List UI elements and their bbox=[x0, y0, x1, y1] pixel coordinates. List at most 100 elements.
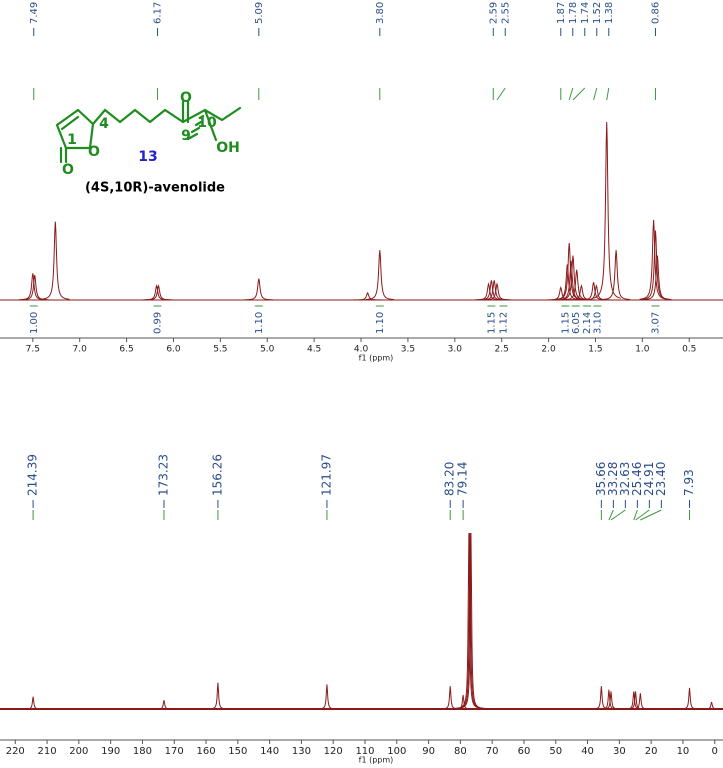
peak bbox=[697, 701, 723, 710]
x-axis-label: f1 (ppm) bbox=[359, 354, 394, 363]
x-tick-label: 7.0 bbox=[73, 345, 88, 355]
peak-label: 6.17 bbox=[153, 2, 164, 24]
x-tick-label: 30 bbox=[613, 746, 626, 757]
atom-label: OH bbox=[216, 140, 240, 156]
label-connector bbox=[633, 509, 638, 521]
x-tick-label: 110 bbox=[355, 746, 374, 757]
peak-label: 3.80 bbox=[375, 2, 386, 24]
x-tick-label: 90 bbox=[422, 746, 435, 757]
peak bbox=[20, 274, 49, 301]
label-connector bbox=[568, 87, 574, 101]
compound-number: 13 bbox=[138, 149, 157, 165]
label-connector bbox=[572, 87, 586, 101]
x-tick-label: 1.0 bbox=[635, 345, 650, 355]
peak-label: 1.52 bbox=[592, 2, 603, 24]
peak bbox=[19, 696, 48, 710]
integral-label: 1.12 bbox=[499, 312, 510, 334]
peak-label: 35.66 bbox=[594, 462, 608, 496]
bond bbox=[59, 146, 68, 164]
peak bbox=[353, 291, 382, 301]
peak bbox=[592, 121, 621, 299]
x-tick-label: 2.0 bbox=[541, 345, 556, 355]
integral-label: 0.99 bbox=[153, 312, 164, 334]
peak bbox=[626, 693, 655, 710]
peak bbox=[449, 694, 478, 710]
peak bbox=[41, 221, 70, 300]
x-tick-label: 2.5 bbox=[495, 345, 509, 355]
x-tick-label: 4.0 bbox=[354, 345, 369, 355]
x-tick-label: 5.5 bbox=[213, 345, 227, 355]
x-tick-label: 140 bbox=[260, 746, 279, 757]
peak-label: 1.38 bbox=[604, 2, 615, 24]
bond bbox=[181, 100, 190, 124]
x-tick-label: 160 bbox=[196, 746, 215, 757]
integral-label: 1.15 bbox=[560, 312, 571, 334]
peak-label: 1.87 bbox=[556, 2, 567, 24]
x-tick-label: 200 bbox=[69, 746, 88, 757]
peak bbox=[639, 219, 668, 300]
label-connector bbox=[635, 509, 650, 521]
x-tick-label: 120 bbox=[324, 746, 343, 757]
peak bbox=[582, 284, 611, 301]
x-tick-label: 40 bbox=[581, 746, 594, 757]
peak-label: 0.86 bbox=[650, 2, 661, 24]
x-tick-label: 20 bbox=[645, 746, 658, 757]
x-tick-label: 210 bbox=[38, 746, 57, 757]
x-tick-label: 0.5 bbox=[682, 345, 696, 355]
atom-label: O bbox=[180, 90, 192, 106]
integral-label: 6.05 bbox=[571, 312, 582, 334]
peak-label: 7.93 bbox=[682, 469, 696, 496]
peak bbox=[203, 682, 232, 710]
peak-label: 1.74 bbox=[580, 2, 591, 24]
x-tick-label: 50 bbox=[549, 746, 562, 757]
x-tick-label: 0 bbox=[712, 746, 718, 757]
peak bbox=[144, 284, 173, 301]
bond bbox=[91, 106, 242, 126]
peak bbox=[675, 687, 704, 710]
atom-label: O bbox=[62, 162, 74, 178]
peak-label: 7.49 bbox=[29, 2, 40, 24]
structure: 4 1 O O 9 10 O OH 13 (4S,10R)-avenolide bbox=[55, 90, 242, 196]
x-tick-label: 130 bbox=[292, 746, 311, 757]
bond bbox=[60, 115, 80, 131]
x-tick-label: 60 bbox=[518, 746, 531, 757]
peak-label: 23.40 bbox=[654, 462, 668, 496]
peak-label: 24.91 bbox=[642, 462, 656, 496]
peak-label: 2.59 bbox=[488, 2, 499, 24]
x-tick-label: 170 bbox=[165, 746, 184, 757]
peak-label: 83.20 bbox=[443, 462, 457, 496]
peak bbox=[149, 700, 178, 710]
x-tick-label: 80 bbox=[454, 746, 467, 757]
x-tick-label: 100 bbox=[387, 746, 406, 757]
peak bbox=[365, 250, 394, 301]
x-tick-label: 3.0 bbox=[448, 345, 463, 355]
peak-label: 1.78 bbox=[568, 2, 579, 24]
peak bbox=[436, 686, 465, 710]
peak bbox=[602, 250, 631, 301]
peak-label: 156.26 bbox=[210, 454, 224, 496]
atom-label: 10 bbox=[197, 115, 217, 131]
peak bbox=[18, 273, 47, 301]
x-tick-label: 150 bbox=[228, 746, 247, 757]
label-connector bbox=[496, 87, 506, 101]
label-connector bbox=[593, 87, 598, 101]
atom-label: 1 bbox=[67, 132, 77, 148]
x-axis-label: f1 (ppm) bbox=[359, 756, 394, 765]
integral-label: 1.10 bbox=[254, 312, 265, 334]
bond bbox=[203, 108, 218, 142]
peak bbox=[643, 255, 672, 301]
peak-label: 32.63 bbox=[618, 462, 632, 496]
integral-label: 3.07 bbox=[650, 312, 661, 334]
peak bbox=[587, 686, 616, 710]
x-tick-label: 7.5 bbox=[26, 345, 40, 355]
x-tick-label: 5.0 bbox=[260, 345, 275, 355]
integral-label: 3.10 bbox=[592, 312, 603, 334]
x-tick-label: 220 bbox=[6, 746, 25, 757]
integral-label: 1.15 bbox=[486, 312, 497, 334]
peak-label: 2.55 bbox=[500, 2, 511, 24]
x-tick-label: 3.5 bbox=[401, 345, 415, 355]
peak-label: 214.39 bbox=[26, 454, 40, 496]
peak bbox=[558, 255, 587, 301]
peak bbox=[244, 278, 273, 301]
